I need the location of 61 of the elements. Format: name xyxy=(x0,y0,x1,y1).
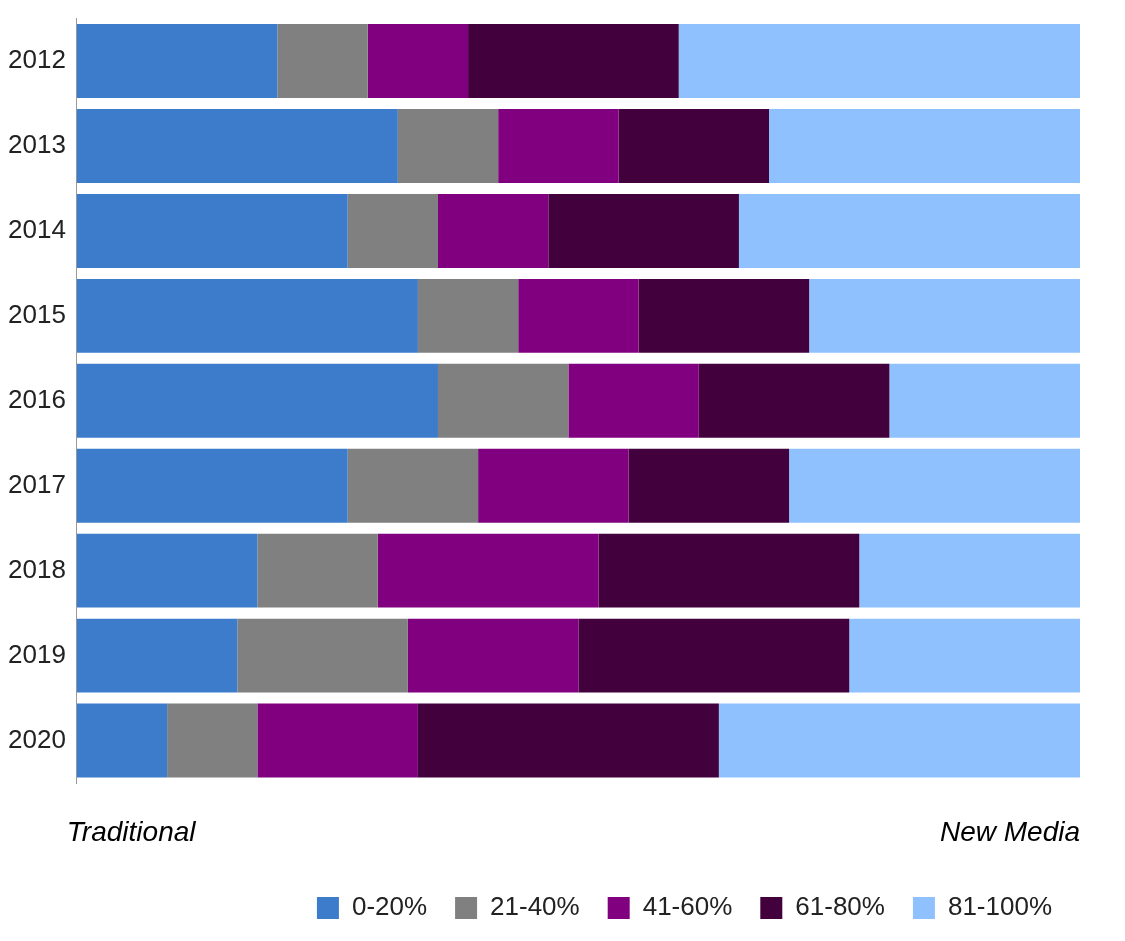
bar xyxy=(76,618,238,693)
bar xyxy=(618,109,770,183)
y-tick-label: 2020 xyxy=(8,723,66,754)
bar xyxy=(738,193,1080,268)
bar xyxy=(407,618,579,693)
legend-label: 21-40% xyxy=(490,891,580,922)
bar xyxy=(347,193,438,268)
bar xyxy=(628,448,790,523)
bar xyxy=(257,703,418,778)
bar xyxy=(678,24,1080,99)
bar xyxy=(237,618,408,693)
bar xyxy=(76,363,438,438)
bar xyxy=(417,278,519,353)
bar xyxy=(468,24,679,99)
bar xyxy=(859,533,1080,608)
y-tick-label: 2013 xyxy=(8,129,66,160)
legend-label: 61-80% xyxy=(795,891,885,922)
legend-label: 81-100% xyxy=(947,891,1052,922)
bar xyxy=(347,448,479,523)
bar xyxy=(498,109,619,183)
bar xyxy=(598,533,860,608)
bar xyxy=(76,533,258,608)
bar xyxy=(437,193,549,268)
bar xyxy=(76,278,418,353)
bar xyxy=(849,618,1080,693)
bar xyxy=(889,363,1080,438)
bar xyxy=(718,703,1080,778)
bar xyxy=(478,448,629,523)
bar xyxy=(769,109,1080,183)
bar xyxy=(367,24,469,99)
y-tick-label: 2015 xyxy=(8,299,66,330)
bar xyxy=(257,533,378,608)
bar xyxy=(578,618,850,693)
legend-label: 41-60% xyxy=(642,891,733,922)
bar xyxy=(417,703,719,778)
bar xyxy=(809,278,1080,353)
bar xyxy=(568,363,699,438)
y-tick-label: 2016 xyxy=(8,383,66,414)
bar xyxy=(397,109,499,183)
bar xyxy=(76,109,398,183)
y-tick-label: 2017 xyxy=(8,468,66,499)
bar xyxy=(277,24,368,99)
y-tick-label: 2012 xyxy=(8,44,66,75)
bar xyxy=(76,193,348,268)
bar xyxy=(789,448,1080,523)
text: New Media xyxy=(939,815,1080,847)
y-tick-label: 2014 xyxy=(8,214,66,245)
bar xyxy=(76,703,168,778)
text: Traditional xyxy=(66,815,197,847)
bar xyxy=(698,363,890,438)
bar xyxy=(377,533,599,608)
bar xyxy=(638,278,810,353)
y-tick-label: 2018 xyxy=(8,553,66,584)
bar xyxy=(548,193,739,268)
bar xyxy=(167,703,258,778)
legend-label: 0-20% xyxy=(351,891,428,922)
bar xyxy=(518,278,639,353)
y-tick-label: 2019 xyxy=(8,638,66,669)
bar xyxy=(437,363,569,438)
bar xyxy=(76,448,348,523)
bar xyxy=(76,24,278,99)
